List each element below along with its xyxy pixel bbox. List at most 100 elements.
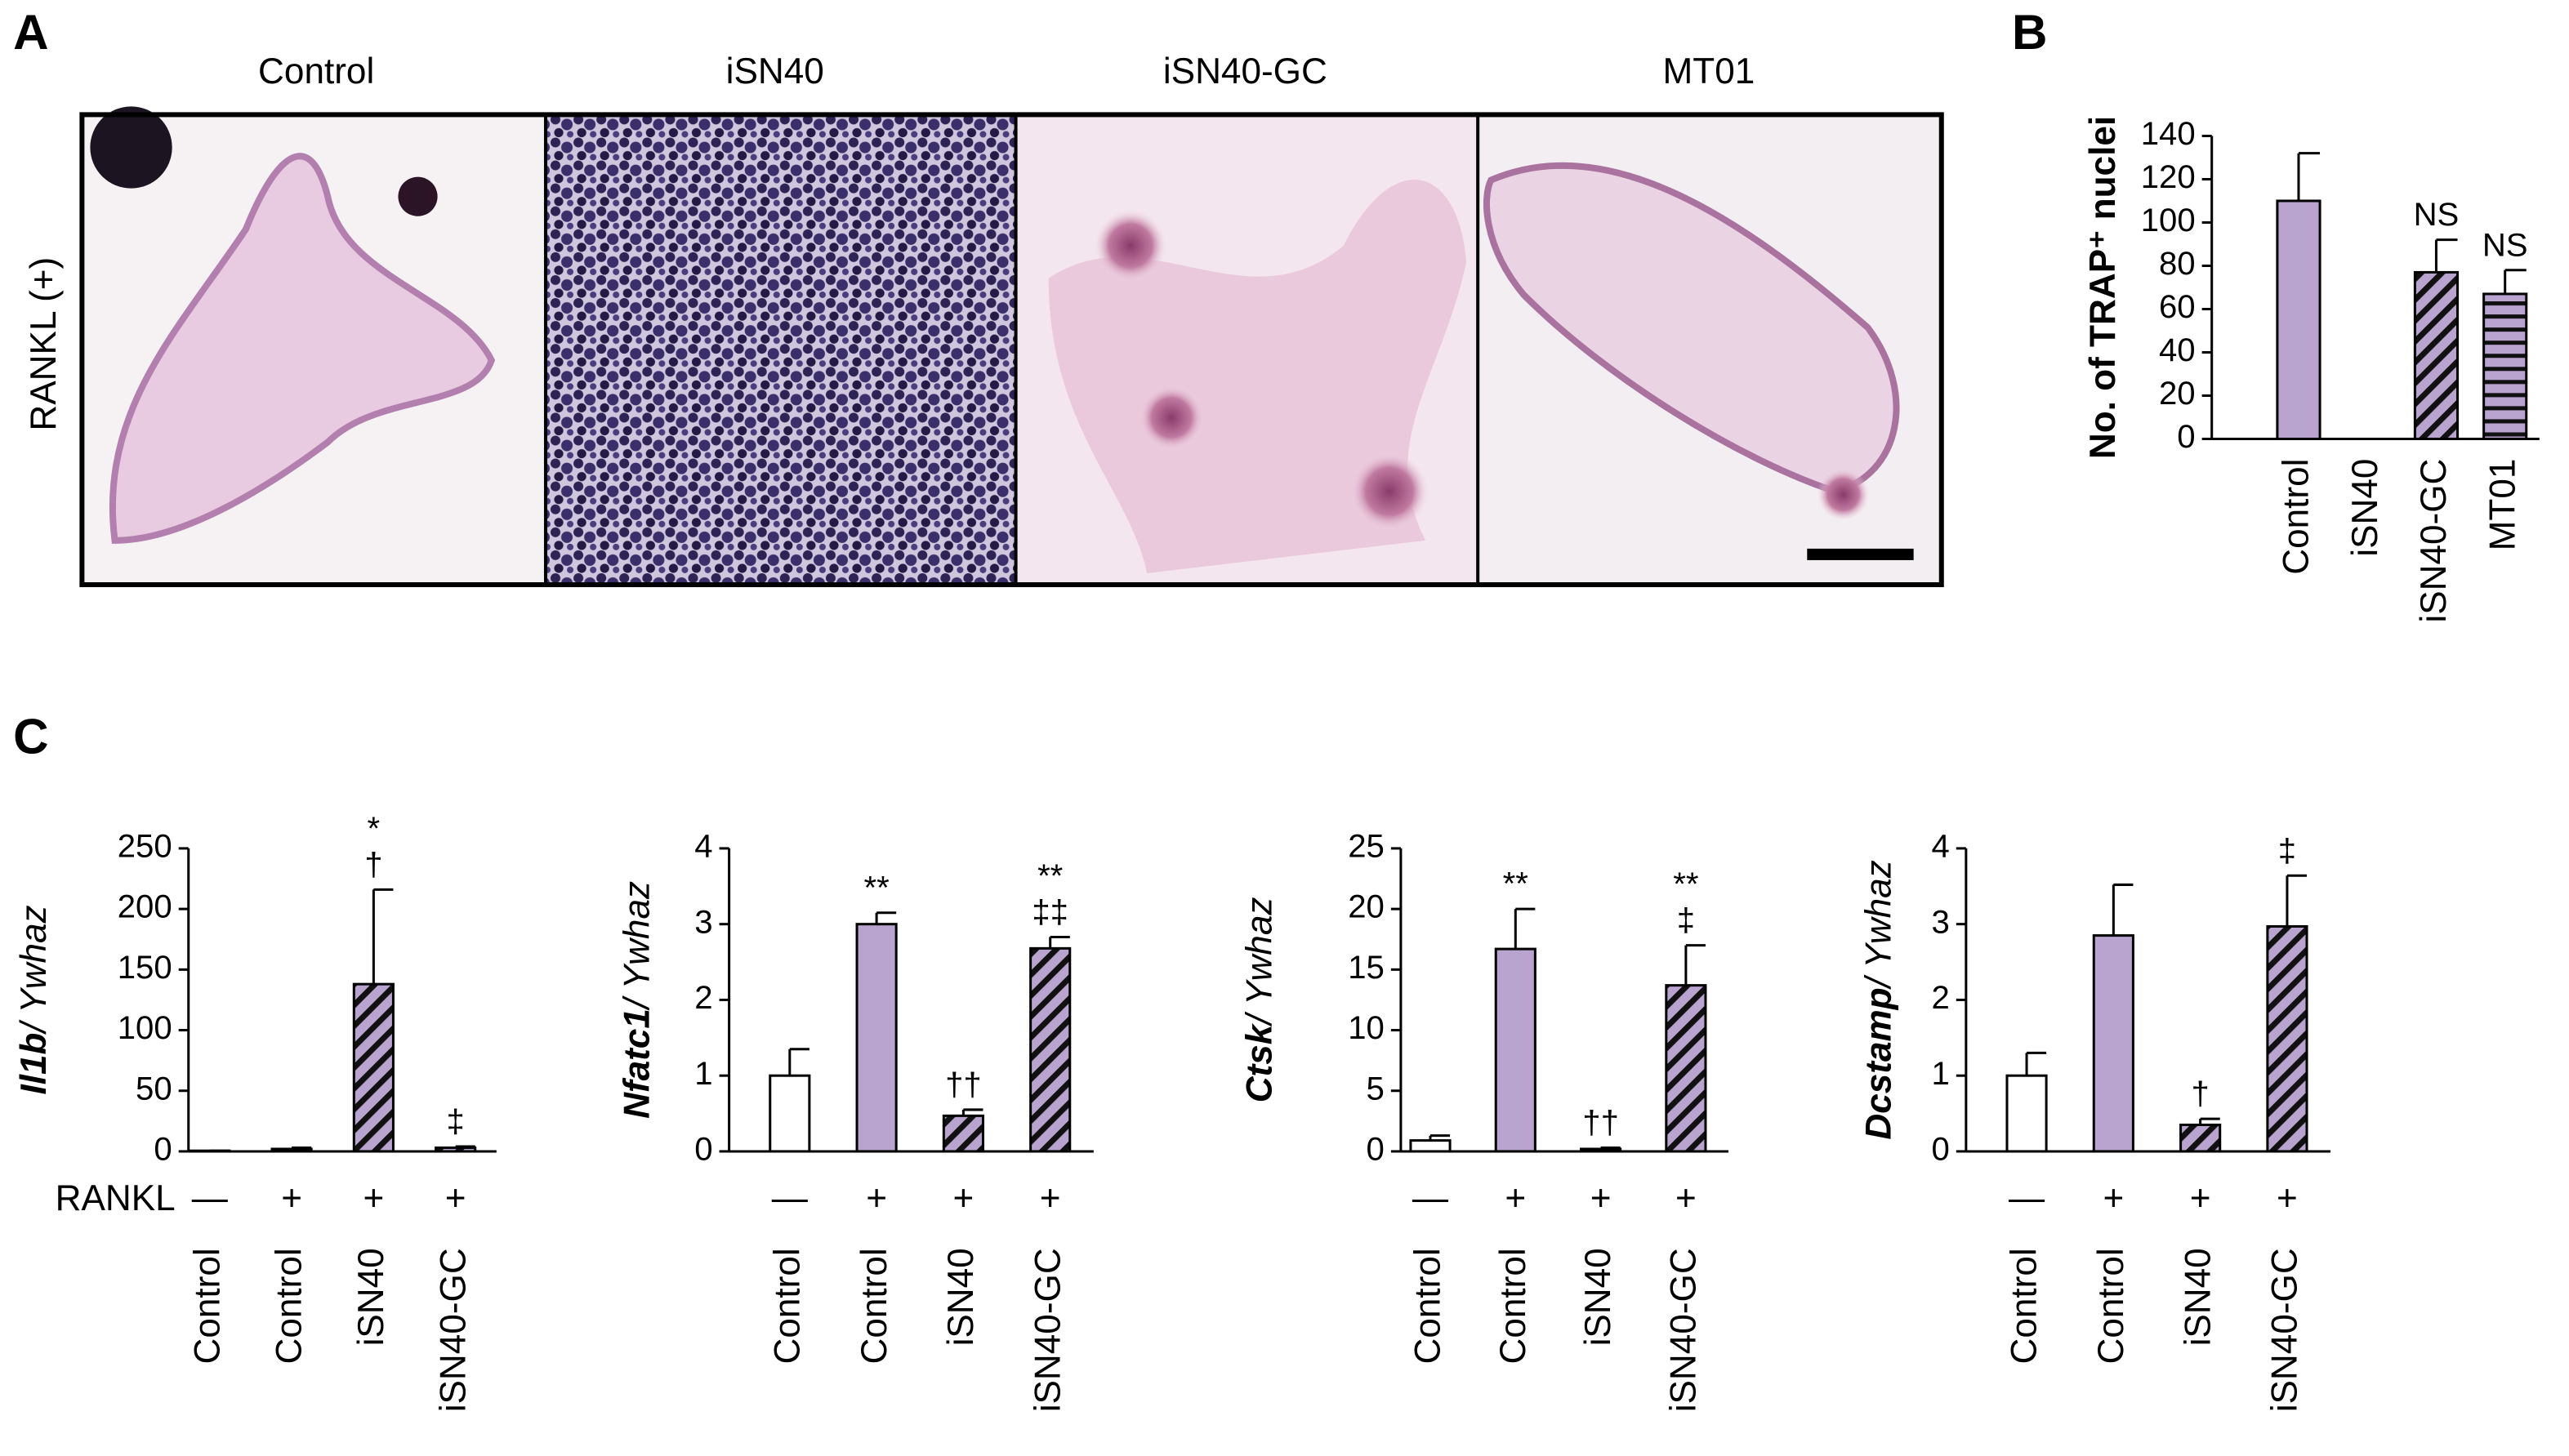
significance-mark: † [364,847,382,883]
y-tick-label: 250 [118,829,172,865]
y-tick-label: 0 [1367,1132,1385,1168]
x-tick-label: Control [1493,1248,1533,1364]
x-tick-label: MT01 [2482,459,2522,551]
y-tick-label: 0 [1931,1132,1949,1168]
rankl-sign: + [2190,1178,2211,1218]
y-tick-label: 2 [694,980,712,1016]
y-tick-label: 200 [118,889,172,925]
x-tick-label: iSN40-GC [2414,459,2454,623]
y-tick-label: 50 [136,1071,172,1106]
y-tick-label: 40 [2159,332,2196,368]
rankl-sign: + [445,1178,466,1218]
significance-mark: †† [945,1066,982,1102]
error-bar [788,1048,810,1076]
significance-mark: * [368,811,381,847]
error-bar [1049,935,1070,949]
x-tick-label: iSN40-GC [1028,1248,1068,1412]
y-tick-label: 100 [2141,203,2196,238]
y-tick-label: 10 [1348,1010,1385,1046]
rankl-sign: + [953,1178,975,1218]
gene-name: Dcstamp [1858,987,1898,1139]
rankl-sign: + [2103,1178,2124,1218]
scale-bar [1807,548,1914,560]
y-tick-label: 60 [2159,289,2196,325]
y-tick-label: 120 [2141,159,2196,195]
rankl-sign: + [1675,1178,1697,1218]
significance-mark: ** [1503,866,1528,902]
x-tick-label: Control [854,1248,894,1364]
rankl-sign: + [866,1178,887,1218]
rankl-sign: — [1412,1178,1449,1218]
bar [352,982,395,1153]
x-tick-label: iSN40 [941,1248,981,1346]
micrographs [79,106,1944,588]
gene-name: Nfatc1 [617,1009,657,1119]
bar [942,1114,984,1153]
y-tick-label: 3 [1931,904,1949,940]
x-tick-label: Control [187,1248,227,1364]
error-bar [2297,152,2321,201]
y-tick-label: 4 [1931,829,1949,865]
y-tick-label: 25 [1348,829,1385,865]
error-bar [1684,944,1706,986]
y-tick-label: 0 [2177,419,2195,455]
significance-mark: ** [1673,866,1698,902]
x-tick-label: Control [2277,459,2317,575]
y-tick-label: 15 [1348,950,1385,986]
column-title: MT01 [1663,51,1755,91]
error-bar [2112,883,2134,936]
y-tick-label: 0 [694,1132,712,1168]
panel-label: C [13,709,48,764]
panel-label: A [13,5,48,60]
rankl-sign: + [1590,1178,1612,1218]
y-tick-label: 1 [1931,1056,1949,1092]
gene-name: Il1b [14,1032,54,1094]
cell-shape [109,153,496,544]
bar [2179,1123,2222,1153]
error-bar [2199,1117,2220,1125]
bar [2005,1074,2048,1153]
column-title: iSN40-GC [1163,51,1327,91]
error-bar [290,1146,312,1150]
significance-mark: ** [1037,858,1063,894]
y-axis-label: Ctsk/ Ywhaz [1239,897,1279,1103]
rankl-sign: + [363,1178,384,1218]
y-tick-label: 1 [694,1056,712,1092]
error-bar [1514,907,1536,950]
rankl-sign: — [2009,1178,2045,1218]
y-tick-label: 140 [2141,116,2196,152]
x-tick-label: iSN40-GC [2265,1248,2305,1412]
x-tick-label: Control [1408,1248,1448,1364]
bar [270,1147,313,1153]
x-tick-label: Control [2091,1248,2131,1364]
nucleus [1138,385,1205,451]
row-label: RANKL (+) [24,257,64,431]
rankl-label: RANKL [56,1178,176,1218]
rankl-sign: + [1505,1178,1526,1218]
x-tick-label: iSN40-GC [433,1248,473,1412]
error-bar [372,888,394,985]
x-tick-label: Control [767,1248,807,1364]
nucleus [1094,209,1167,282]
error-bar [1429,1134,1451,1141]
x-tick-label: iSN40 [1578,1248,1618,1346]
y-axis-label: No. of TRAP⁺ nuclei [2083,116,2123,459]
image-frame [79,112,1944,588]
significance-mark: NS [2414,197,2460,233]
significance-mark: ‡ [446,1104,464,1140]
rankl-sign: — [192,1178,229,1218]
y-axis-label: Nfatc1/ Ywhaz [617,881,657,1119]
significance-mark: ‡ [2278,833,2296,869]
reference-gene: / Ywhaz [617,881,657,1011]
reference-gene: / Ywhaz [1858,860,1898,990]
significance-mark: ‡‡ [1032,894,1068,930]
y-tick-label: 100 [118,1010,172,1046]
error-bar [2025,1051,2047,1076]
bar [2413,270,2460,441]
bar [435,1146,477,1153]
y-axis-label: Il1b/ Ywhaz [14,905,54,1094]
significance-mark: †† [1582,1105,1619,1141]
reference-gene: / Ywhaz [1239,897,1279,1027]
